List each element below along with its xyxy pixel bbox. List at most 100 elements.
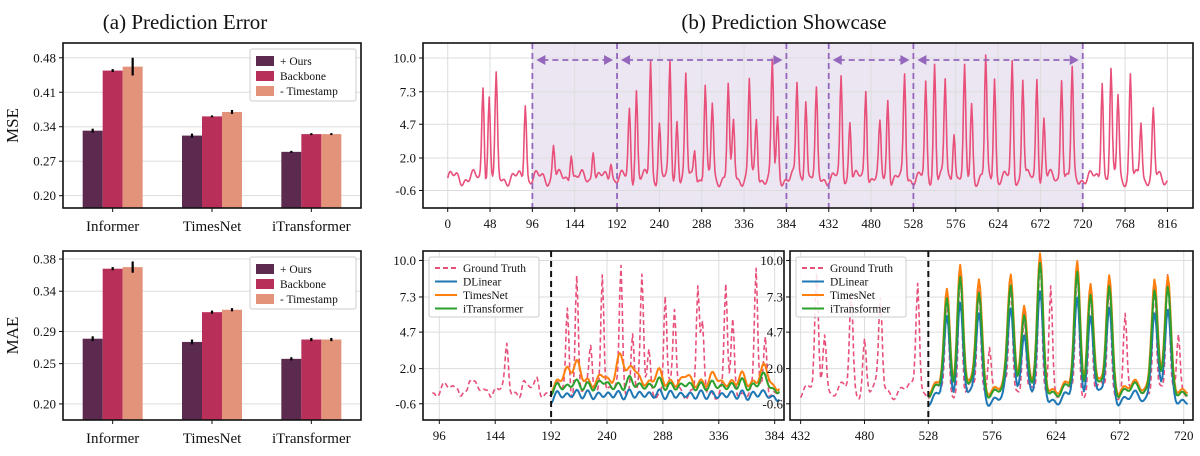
legend-box: [249, 48, 357, 102]
y-axis-label: MSE: [3, 108, 22, 143]
x-tick-label: 720: [1174, 428, 1194, 443]
legend-box: [428, 256, 540, 318]
axes-frame: [422, 250, 785, 421]
legend-label: TimesNet: [830, 290, 876, 302]
legend-box: [795, 256, 907, 318]
legend-swatch: [256, 264, 274, 274]
legend-label: Ground Truth: [830, 263, 893, 275]
y-tick-label: 0.20: [33, 188, 56, 203]
category-label: TimesNet: [183, 431, 242, 447]
title-left: (a) Prediction Error: [103, 10, 267, 34]
bar: [182, 341, 202, 420]
legend-label: + Ours: [280, 264, 312, 276]
y-tick-label: -0.6: [395, 183, 416, 198]
x-tick-label: 576: [946, 216, 966, 231]
x-tick-label: 288: [653, 428, 673, 443]
x-tick-label: 432: [819, 216, 839, 231]
category-label: iTransformer: [272, 219, 351, 235]
legend-swatch: [256, 294, 274, 304]
x-tick-label: 480: [861, 216, 881, 231]
series-line-dlinear: [928, 290, 1189, 407]
y-tick-label: 0.38: [33, 252, 56, 267]
x-tick-label: 720: [1073, 216, 1093, 231]
bar: [321, 134, 342, 208]
y-axis-label: MAE: [3, 317, 22, 355]
bar: [102, 70, 123, 208]
arrow-head-right: [604, 55, 614, 65]
y-tick-label: 2.0: [400, 361, 416, 376]
legend-label: iTransformer: [830, 304, 890, 316]
bar: [301, 134, 322, 208]
legend-swatch: [256, 56, 274, 66]
bar: [222, 111, 242, 208]
y-tick-label: 4.7: [767, 325, 784, 340]
legend-label: TimesNet: [463, 290, 509, 302]
x-tick-label: 144: [485, 428, 505, 443]
y-tick-label: 0.20: [33, 396, 56, 411]
series-line-ground-truth: [799, 252, 1188, 401]
x-tick-label: 624: [1046, 428, 1066, 443]
y-tick-label: 4.7: [400, 325, 417, 340]
x-tick-label: 624: [988, 216, 1008, 231]
y-tick-label: 7.3: [767, 289, 783, 304]
legend-box: [249, 256, 357, 310]
category-label: iTransformer: [272, 431, 351, 447]
x-tick-label: 240: [650, 216, 670, 231]
arrow-head-left: [832, 55, 842, 65]
arrow-head-right: [1069, 55, 1079, 65]
x-tick-label: 336: [709, 428, 729, 443]
legend-label: - Timestamp: [280, 86, 338, 98]
category-label: TimesNet: [183, 219, 242, 235]
x-tick-label: 144: [565, 216, 585, 231]
bar: [122, 66, 143, 209]
bar: [321, 339, 342, 420]
y-tick-label: 0.48: [33, 50, 56, 65]
bar: [281, 151, 302, 208]
y-tick-label: 0.25: [33, 356, 56, 371]
x-tick-label: 240: [597, 428, 617, 443]
legend-label: Backbone: [280, 71, 326, 83]
legend-label: - Timestamp: [280, 294, 338, 306]
legend-label: DLinear: [830, 277, 868, 289]
x-tick-label: 192: [541, 428, 561, 443]
axes-frame: [62, 250, 362, 421]
legend-swatch: [256, 86, 274, 96]
series-line-signal: [446, 54, 1169, 188]
y-tick-label: 0.34: [33, 119, 56, 134]
y-tick-label: 0.29: [33, 324, 56, 339]
mse-bar-panel: 0.20 0.27 0.34 0.41 0.48 Informer TimesNet iTra…: [3, 42, 362, 235]
arrow-head-right: [900, 55, 910, 65]
x-tick-label: 576: [982, 428, 1002, 443]
legend-label: iTransformer: [463, 304, 523, 316]
arrow-head-left: [917, 55, 927, 65]
bar: [202, 116, 222, 208]
bar: [122, 267, 143, 420]
y-tick-label: 0.34: [33, 284, 56, 299]
axes-frame: [422, 42, 1194, 209]
y-tick-label: 2.0: [767, 361, 783, 376]
bar: [222, 309, 242, 420]
legend-label: Ground Truth: [463, 263, 526, 275]
x-tick-label: 96: [526, 216, 540, 231]
showcase-top-panel: -0.6 2.0 4.7 7.3 10.0 0 48 96 144 192 240 288 336 384…: [393, 42, 1194, 231]
x-tick-label: 528: [919, 428, 939, 443]
bar: [82, 338, 103, 420]
x-tick-label: 336: [734, 216, 754, 231]
legend-label: Backbone: [280, 279, 326, 291]
x-tick-label: 672: [1110, 428, 1130, 443]
series-line-itransformer: [550, 371, 781, 396]
title-right: (b) Prediction Showcase: [681, 10, 886, 34]
arrow-head-right: [773, 55, 783, 65]
x-tick-label: 528: [904, 216, 924, 231]
y-tick-label: 10.0: [393, 51, 416, 66]
series-line-dlinear: [550, 388, 781, 404]
x-tick-label: 0: [444, 216, 451, 231]
x-tick-label: 192: [607, 216, 627, 231]
mae-bar-panel: 0.20 0.25 0.29 0.34 0.38 Informer TimesNet iTra…: [3, 250, 362, 447]
bar: [202, 312, 222, 420]
y-tick-label: 2.0: [400, 151, 416, 166]
bar: [281, 358, 302, 420]
x-tick-label: 384: [777, 216, 797, 231]
x-tick-label: 816: [1158, 216, 1178, 231]
